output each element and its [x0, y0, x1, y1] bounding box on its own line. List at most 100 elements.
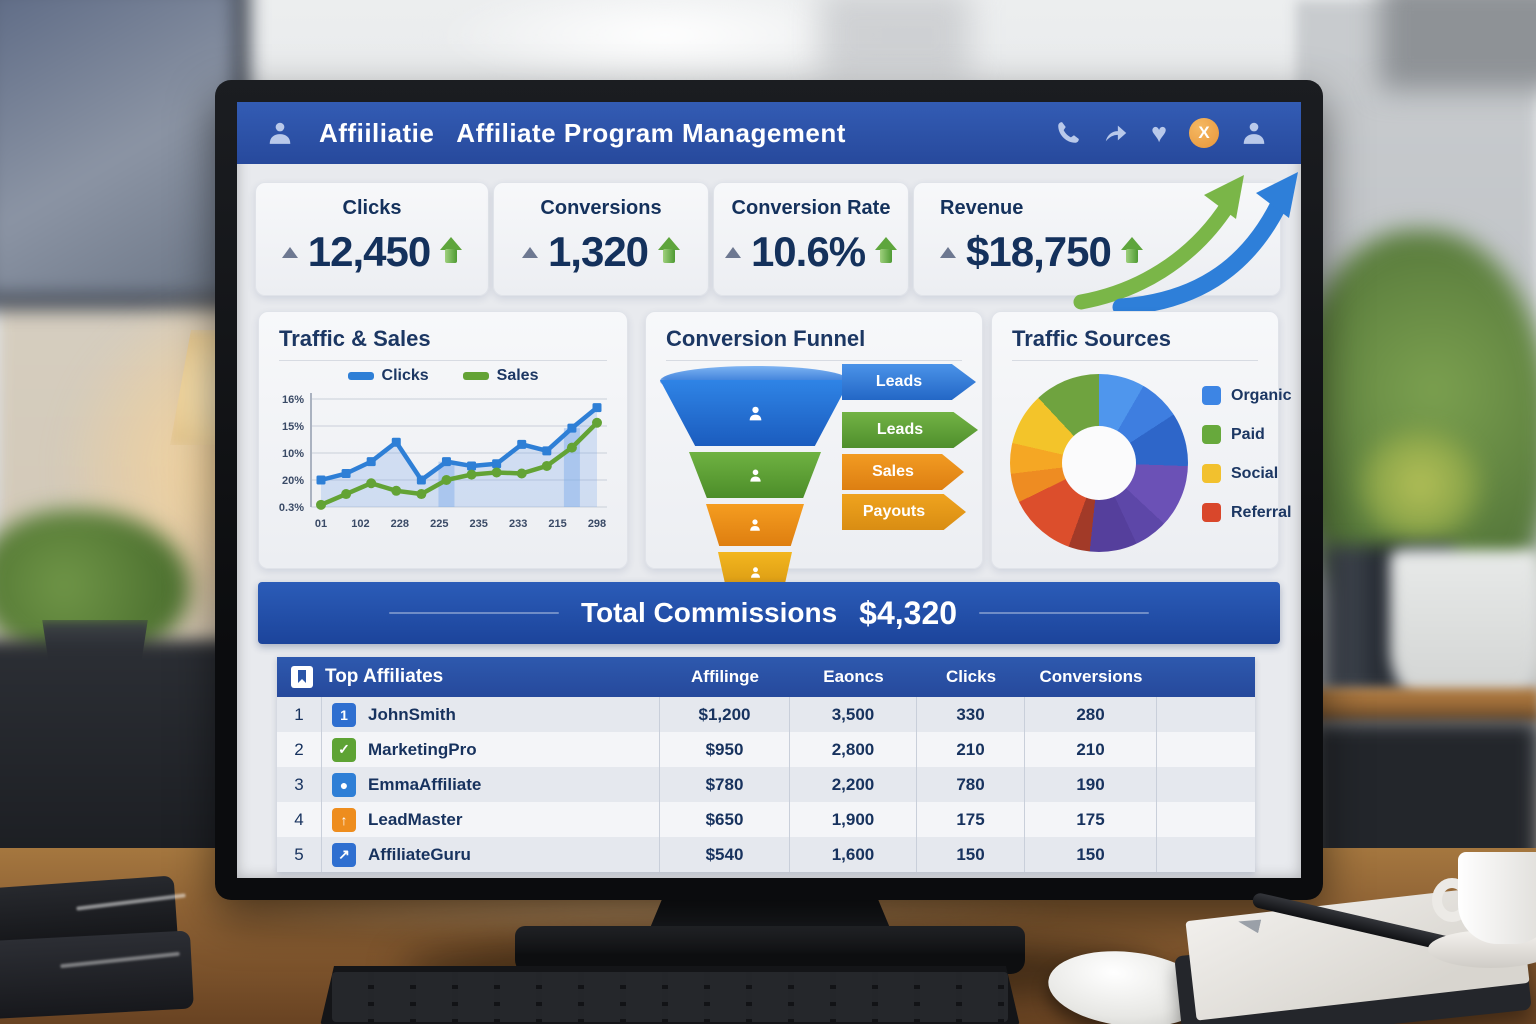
- table-row[interactable]: 2 ✓ MarketingPro $950 2,800 210 210: [277, 732, 1255, 767]
- column-header[interactable]: Affilinge: [691, 667, 759, 686]
- trend-up-icon: [1120, 237, 1143, 267]
- rank-cell: 5: [277, 837, 322, 872]
- divider: [1012, 360, 1258, 361]
- background-ceiling-shadow: [1380, 0, 1536, 90]
- picture-frame: [0, 0, 250, 310]
- affiliate-icon: ↑: [332, 807, 356, 832]
- conversion-funnel-panel: Conversion Funnel Leads Leads: [645, 311, 983, 592]
- funnel-stage-arrow: Sales: [842, 454, 964, 490]
- close-badge-icon[interactable]: X: [1189, 118, 1219, 148]
- table-row[interactable]: 3 ● EmmaAffiliate $780 2,200 780 190: [277, 767, 1255, 802]
- svg-text:233: 233: [509, 518, 527, 530]
- empty-cell: [1157, 837, 1255, 872]
- plant-right-pot: [1390, 550, 1536, 715]
- total-commissions-banner: Total Commissions $4,320: [258, 582, 1280, 644]
- empty-cell: [1157, 697, 1255, 732]
- clicks-cell: 780: [917, 767, 1025, 802]
- conversions-cell: 175: [1025, 802, 1157, 837]
- divider: [279, 360, 607, 361]
- affiliate-icon: 1: [332, 702, 356, 727]
- funnel-graphic: [660, 366, 860, 592]
- wooden-shelf: [1310, 688, 1536, 722]
- plant-right-highlight: [1360, 430, 1480, 540]
- funnel-tier-1: [660, 380, 850, 446]
- background-smudge: [820, 0, 970, 80]
- conversions-cell: 210: [1025, 732, 1157, 767]
- legend-swatch: [1202, 464, 1221, 483]
- trend-up-icon: [440, 237, 463, 267]
- svg-text:20%: 20%: [282, 475, 304, 487]
- donut-chart: [1010, 374, 1188, 552]
- clicks-cell: 330: [917, 697, 1025, 732]
- empty-cell: [1157, 767, 1255, 802]
- eaoncs-cell: 2,200: [790, 767, 917, 802]
- funnel-tier-2: [689, 452, 821, 498]
- affiliate-name-cell: ● EmmaAffiliate: [322, 767, 660, 802]
- user-icon[interactable]: [1241, 120, 1267, 146]
- kpi-card-conversions: Conversions 1,320: [493, 182, 709, 296]
- kpi-card-revenue: Revenue $18,750: [913, 172, 1298, 316]
- keyboard-keys: [332, 972, 1008, 1022]
- column-header[interactable]: Clicks: [945, 667, 997, 686]
- svg-text:235: 235: [470, 518, 488, 530]
- person-icon: [749, 406, 761, 420]
- eaoncs-cell: 1,900: [790, 802, 917, 837]
- affiliate-name-cell: 1 JohnSmith: [322, 697, 660, 732]
- trend-up-icon: [658, 237, 681, 267]
- funnel-tier-3: [706, 504, 804, 546]
- legend-item-referral: Referral: [1202, 503, 1291, 522]
- svg-text:10%: 10%: [282, 448, 304, 460]
- conversions-cell: 280: [1025, 697, 1157, 732]
- affiliate-icon: ✓: [332, 737, 356, 762]
- kpi-label: Conversions: [540, 197, 662, 219]
- empty-cell: [1157, 732, 1255, 767]
- earnings-cell: $650: [660, 802, 790, 837]
- banner-line: [979, 612, 1150, 614]
- commissions-value: $4,320: [859, 594, 958, 631]
- phone-icon[interactable]: [1055, 120, 1081, 146]
- brand-user-icon: [269, 122, 291, 144]
- brand-name: Affiiliatie: [319, 117, 435, 148]
- rank-cell: 2: [277, 732, 322, 767]
- kpi-value: 1,320: [547, 228, 649, 275]
- earnings-cell: $780: [660, 767, 790, 802]
- notebook-stack-bottom: [0, 930, 194, 1020]
- svg-text:225: 225: [430, 518, 448, 530]
- svg-text:01: 01: [315, 518, 327, 530]
- eaoncs-cell: 1,600: [790, 837, 917, 872]
- earnings-cell: $540: [660, 837, 790, 872]
- app-header: Affiiliatie Affiliate Program Management…: [237, 102, 1301, 164]
- rank-cell: 3: [277, 767, 322, 802]
- share-icon[interactable]: [1103, 120, 1129, 146]
- banner-line: [388, 612, 559, 614]
- kpi-label: Conversion Rate: [731, 197, 891, 219]
- legend-item-sales: Sales: [462, 367, 538, 385]
- rank-cell: 4: [277, 802, 322, 837]
- column-header[interactable]: Eaoncs: [823, 667, 884, 686]
- kpi-label: Clicks: [342, 197, 402, 219]
- triangle-icon: [940, 246, 956, 258]
- empty-cell: [1157, 802, 1255, 837]
- header-actions: ♥ X: [1055, 118, 1267, 148]
- legend-swatch: [347, 371, 374, 380]
- clicks-cell: 210: [917, 732, 1025, 767]
- legend-swatch: [1202, 503, 1221, 522]
- table-row[interactable]: 5 ↗ AffiliateGuru $540 1,600 150 150: [277, 837, 1255, 872]
- page-title: Affiliate Program Management: [456, 117, 846, 148]
- table-row[interactable]: 4 ↑ LeadMaster $650 1,900 175 175: [277, 802, 1255, 837]
- person-icon: [750, 566, 760, 578]
- table-row[interactable]: 1 1 JohnSmith $1,200 3,500 330 280: [277, 697, 1255, 732]
- legend-item-social: Social: [1202, 464, 1291, 483]
- kpi-card-clicks: Clicks 12,450: [255, 182, 489, 296]
- growth-arrows-graphic: [1073, 172, 1298, 316]
- table-header: Top Affiliates Affilinge Eaoncs Clicks C…: [277, 657, 1255, 697]
- legend-swatch: [1202, 386, 1221, 405]
- svg-text:15%: 15%: [282, 421, 304, 433]
- column-header[interactable]: Conversions: [1039, 667, 1143, 686]
- coffee-cup: [1458, 852, 1536, 944]
- funnel-stage-arrow: Leads: [842, 412, 978, 448]
- heart-icon[interactable]: ♥: [1150, 118, 1167, 148]
- conversions-cell: 150: [1025, 837, 1157, 872]
- clicks-cell: 175: [917, 802, 1025, 837]
